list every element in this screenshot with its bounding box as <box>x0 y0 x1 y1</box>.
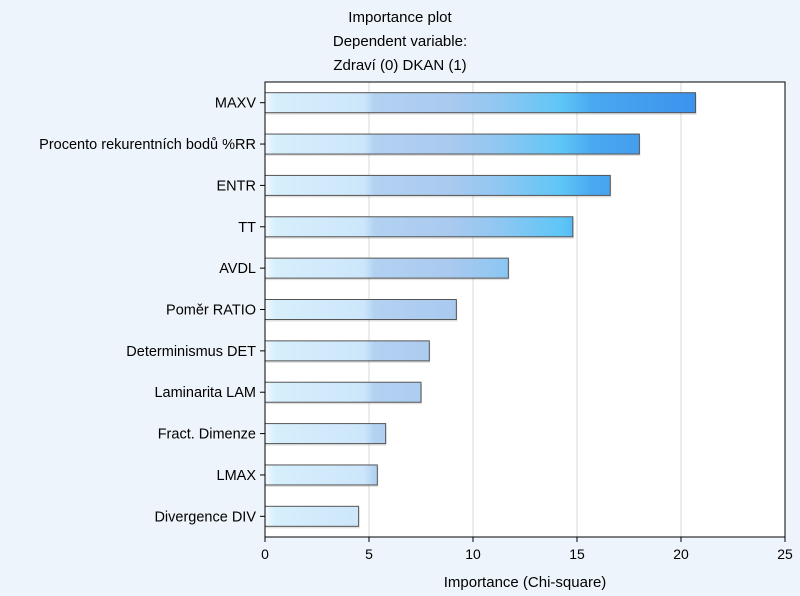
category-label: Procento rekurentních bodů %RR <box>39 137 256 153</box>
x-tick-label: 25 <box>777 546 793 562</box>
bar <box>264 133 640 155</box>
bar <box>264 340 430 362</box>
bars <box>264 92 697 529</box>
x-tick-label: 0 <box>261 546 269 562</box>
title-line-3: Zdraví (0) DKAN (1) <box>333 57 466 74</box>
bar <box>264 257 509 279</box>
category-label: Determinismus DET <box>126 344 256 360</box>
category-label: AVDL <box>219 261 256 277</box>
category-label: Divergence DIV <box>154 509 256 525</box>
category-label: LMAX <box>217 468 257 484</box>
category-label: MAXV <box>215 96 256 112</box>
bar <box>264 464 378 486</box>
bar <box>264 299 457 320</box>
x-tick-label: 20 <box>673 546 689 562</box>
category-label: Fract. Dimenze <box>158 427 256 443</box>
category-label: Laminarita LAM <box>154 385 256 401</box>
x-axis-title: Importance (Chi-square) <box>444 574 607 591</box>
bar <box>264 381 422 403</box>
bar <box>264 423 387 445</box>
x-tick-label: 15 <box>569 546 585 562</box>
category-label: Poměr RATIO <box>166 303 256 319</box>
category-label: TT <box>238 220 256 236</box>
bar <box>264 505 360 527</box>
category-labels: MAXV Procento rekurentních bodů %RR ENTR TT… <box>39 96 256 526</box>
x-axis-ticks: 0 5 10 15 20 25 <box>261 537 793 562</box>
chart-title: Importance plot Dependent variable: Zdra… <box>333 9 467 74</box>
bar <box>264 216 574 238</box>
y-axis-ticks <box>260 102 265 517</box>
grid-lines <box>368 82 682 537</box>
x-tick-label: 10 <box>465 546 481 562</box>
title-line-1: Importance plot <box>348 9 452 26</box>
category-label: ENTR <box>217 178 256 194</box>
bar <box>264 92 697 114</box>
bar <box>264 174 611 196</box>
x-tick-label: 5 <box>365 546 373 562</box>
title-line-2: Dependent variable: <box>333 33 467 50</box>
